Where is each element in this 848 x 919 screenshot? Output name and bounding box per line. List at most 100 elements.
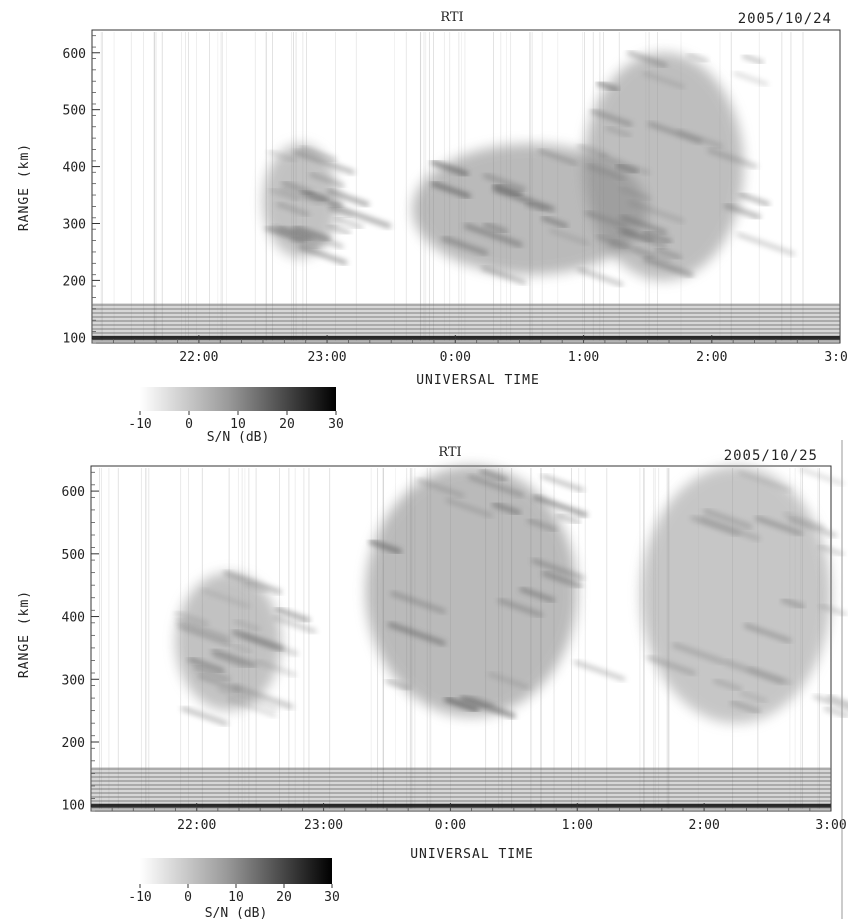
echo-streak [265,226,306,243]
echo-region-qp-1 [262,143,391,265]
colorbar: -10 0 10 20 30 S/N (dB) [128,858,340,919]
x-axis-label: UNIVERSAL TIME [416,373,540,388]
echo-streak [531,559,585,580]
echo-streak [280,188,322,205]
x-tick-label: 22:00 [177,818,216,833]
echo-streak [643,71,685,89]
y-tick-label: 200 [62,736,85,751]
echo-streak [431,181,471,199]
rti-plot-area [91,29,841,344]
echo-streak [460,696,516,719]
echo-streak [723,659,784,684]
echo-streak [577,268,624,287]
echo-streak [445,498,493,517]
y-tick-label: 200 [63,274,86,289]
y-tick-label: 100 [63,331,86,346]
y-tick-label: 300 [62,673,85,688]
echo-streak [294,150,355,175]
y-tick-label: 100 [62,799,85,814]
x-tick-label: 1:00 [562,818,593,833]
echo-streak [416,478,465,498]
echo-streak [707,148,758,169]
echo-streak [642,230,673,244]
x-tick-label: 3:00 [815,818,846,833]
x-tick-label: 2:00 [688,818,719,833]
echo-streak [733,71,768,86]
echo-streak [724,203,761,220]
echo-streak [327,189,370,207]
echo-streak [327,224,351,235]
echo-streak [818,545,844,556]
echo-streak [618,229,667,248]
echo-streak [481,266,526,284]
echo-streak [369,539,402,554]
x-tick-label: 0:00 [435,818,466,833]
echo-streak [468,696,494,707]
rti-plot-area [90,465,848,812]
echo-streak [300,146,337,161]
echo-streak [176,619,230,641]
colorbar-label: S/N (dB) [207,430,270,445]
echo-streak [655,248,682,260]
echo-streak [269,188,300,201]
echo-streak [468,475,524,497]
colorbar-gradient [140,858,332,884]
echo-streak [590,109,633,127]
echo-layer [92,50,840,342]
echo-streak [276,202,310,216]
colorbar-tick-label: 30 [328,417,344,432]
echo-streak [744,623,792,643]
echo-streak [493,183,523,197]
echo-streak [188,657,225,674]
echo-streak [335,216,364,230]
echo-streak [488,672,531,690]
echo-streak [647,122,703,144]
echo-region-halo [365,466,578,717]
colorbar-gradient [140,387,336,411]
y-tick-label: 500 [63,104,86,119]
echo-streak [444,697,479,712]
echo-streak [783,512,825,529]
echo-streak [483,173,526,192]
y-tick-label: 400 [63,161,86,176]
echo-streak [542,571,583,589]
x-tick-label: 23:00 [308,350,347,365]
echo-streak [213,654,246,667]
colorbar-tick-label: 0 [184,890,192,905]
echo-streak [713,678,743,692]
echo-region-qp-2 [365,466,626,719]
echo-streak [740,691,767,703]
y-tick-label: 600 [63,47,86,62]
colorbar-tick-label: 0 [185,417,193,432]
echo-streak [823,706,848,718]
echo-streak [243,582,268,593]
echo-streak [223,570,282,594]
colorbar-tick-label: 20 [276,890,292,905]
echo-streak [271,225,326,246]
colorbar-tick-label: 10 [228,890,244,905]
echo-layer [91,465,848,810]
x-tick-label: 0:00 [440,350,471,365]
echo-streak [556,513,581,525]
echo-streak [329,203,391,228]
echo-streak [573,660,626,681]
echo-streak [390,591,446,614]
y-tick-label: 500 [62,548,85,563]
echo-streak [586,164,626,181]
echo-region-e-layer [92,303,840,342]
panel-date: 2005/10/25 [724,448,818,464]
echo-region-halo [583,52,744,281]
colorbar: -10 0 10 20 30 S/N (dB) [128,387,344,445]
echo-region-qp-3 [583,50,795,281]
echo-streak [328,207,353,218]
y-tick-label: 600 [62,485,85,500]
y-axis-label: RANGE (km) [17,590,32,678]
echo-streak [525,201,548,213]
y-tick-label: 400 [62,611,85,626]
echo-streak [780,597,805,609]
colorbar-tick-label: 30 [324,890,340,905]
colorbar-tick-label: 10 [230,417,246,432]
echo-streak [755,516,803,536]
x-tick-label: 1:00 [568,350,599,365]
